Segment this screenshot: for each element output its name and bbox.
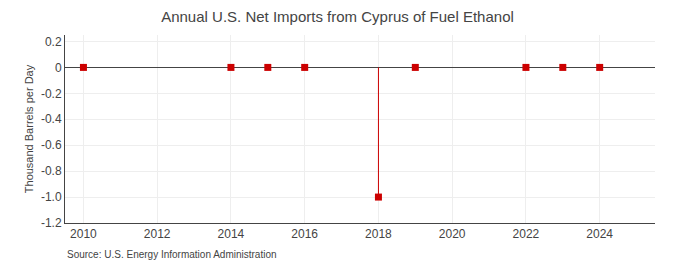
svg-text:-1.0: -1.0	[41, 190, 62, 204]
svg-text:-1.2: -1.2	[41, 216, 62, 230]
svg-text:2020: 2020	[439, 227, 466, 241]
svg-text:-0.8: -0.8	[41, 164, 62, 178]
svg-text:Annual U.S. Net Imports from C: Annual U.S. Net Imports from Cyprus of F…	[161, 8, 514, 25]
svg-text:Thousand Barrels per Day: Thousand Barrels per Day	[23, 64, 35, 193]
svg-text:2014: 2014	[218, 227, 245, 241]
svg-text:2022: 2022	[513, 227, 540, 241]
svg-text:2012: 2012	[144, 227, 171, 241]
svg-text:2024: 2024	[586, 227, 613, 241]
svg-text:Source: U.S. Energy Informatio: Source: U.S. Energy Information Administ…	[67, 249, 277, 260]
svg-text:0.2: 0.2	[45, 35, 62, 49]
svg-text:2016: 2016	[291, 227, 318, 241]
svg-text:2010: 2010	[70, 227, 97, 241]
svg-text:-0.2: -0.2	[41, 87, 62, 101]
svg-text:0: 0	[55, 61, 62, 75]
svg-text:2018: 2018	[365, 227, 392, 241]
svg-text:-0.6: -0.6	[41, 138, 62, 152]
svg-text:-0.4: -0.4	[41, 112, 62, 126]
